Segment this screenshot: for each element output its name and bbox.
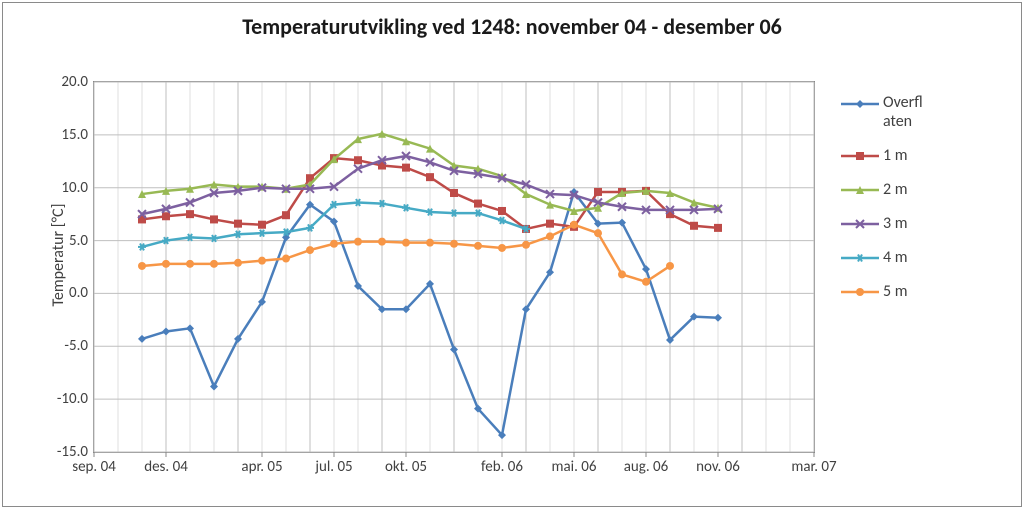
series-marker (426, 239, 434, 247)
legend-item: Overflaten (841, 93, 923, 131)
series-marker (186, 324, 194, 332)
y-tick-label: 0.0 (69, 284, 88, 302)
legend-item: 2 m (841, 179, 923, 199)
legend-swatch (841, 215, 879, 233)
series-marker (570, 221, 578, 229)
y-tick-label: 10.0 (61, 179, 88, 197)
series-marker (162, 260, 170, 268)
y-tick-label: 15.0 (61, 126, 88, 144)
legend-item: 4 m (841, 247, 923, 267)
series-marker (138, 335, 146, 343)
legend-swatch (841, 95, 879, 113)
series-marker (234, 220, 242, 228)
series-marker (306, 246, 314, 254)
series-marker (138, 262, 146, 270)
x-tick-label: nov. 06 (696, 458, 740, 476)
series-marker (402, 164, 410, 172)
plot-area: -15.0-10.0-5.00.05.010.015.020.0sep. 04d… (93, 81, 815, 453)
y-tick-label: -5.0 (64, 337, 88, 355)
series-marker (210, 215, 218, 223)
legend-swatch (841, 249, 879, 267)
series-marker (474, 200, 482, 208)
chart-frame: Temperaturutvikling ved 1248: november 0… (2, 2, 1022, 507)
y-axis-label: Temperatur [°C] (49, 203, 68, 306)
y-tick-label: 20.0 (61, 73, 88, 91)
chart-title: Temperaturutvikling ved 1248: november 0… (3, 13, 1021, 40)
series-marker (714, 314, 722, 322)
series-marker (234, 259, 242, 267)
x-tick-label: apr. 05 (241, 458, 282, 476)
legend-label: 1 m (883, 146, 908, 165)
series-marker (186, 260, 194, 268)
series-marker (282, 255, 290, 263)
series-marker (378, 238, 386, 246)
legend-label: 2 m (883, 180, 908, 199)
series-marker (282, 211, 290, 219)
x-tick-label: mar. 07 (791, 458, 836, 476)
x-tick-label: okt. 05 (385, 458, 427, 476)
x-tick-label: sep. 04 (72, 458, 116, 476)
legend-label: 5 m (883, 282, 908, 301)
series-marker (666, 262, 674, 270)
series-marker (594, 188, 602, 196)
series-marker (186, 210, 194, 218)
series-marker (642, 278, 650, 286)
series-marker (426, 173, 434, 181)
legend-item: 3 m (841, 213, 923, 233)
series-marker (162, 327, 170, 335)
series-marker (546, 220, 554, 228)
x-tick-label: jul. 05 (315, 458, 352, 476)
legend-swatch (841, 283, 879, 301)
legend-item: 1 m (841, 145, 923, 165)
legend-label: Overflaten (883, 93, 923, 131)
legend-label: 3 m (883, 214, 908, 233)
series-marker (522, 241, 530, 249)
series-marker (354, 156, 362, 164)
series-marker (258, 221, 266, 229)
series-marker (618, 270, 626, 278)
series-marker (402, 239, 410, 247)
y-tick-label: -10.0 (57, 390, 88, 408)
legend-item: 5 m (841, 281, 923, 301)
x-tick-label: mai. 06 (552, 458, 597, 476)
series-marker (546, 232, 554, 240)
series-marker (498, 207, 506, 215)
x-tick-label: feb. 06 (481, 458, 523, 476)
x-tick-label: des. 04 (144, 458, 188, 476)
series-marker (498, 244, 506, 252)
series-marker (258, 257, 266, 265)
series-marker (594, 229, 602, 237)
series-marker (210, 260, 218, 268)
series-marker (162, 212, 170, 220)
legend-swatch (841, 181, 879, 199)
y-tick-label: 5.0 (69, 232, 88, 250)
series-marker (330, 240, 338, 248)
legend-label: 4 m (883, 248, 908, 267)
x-tick-label: aug. 06 (624, 458, 669, 476)
series-marker (474, 242, 482, 250)
legend: Overflaten 1 m 2 m 3 m 4 m 5 m (841, 93, 923, 315)
series-marker (354, 238, 362, 246)
series-marker (450, 189, 458, 197)
series-marker (450, 240, 458, 248)
series-marker (714, 224, 722, 232)
legend-swatch (841, 147, 879, 165)
series-marker (690, 222, 698, 230)
